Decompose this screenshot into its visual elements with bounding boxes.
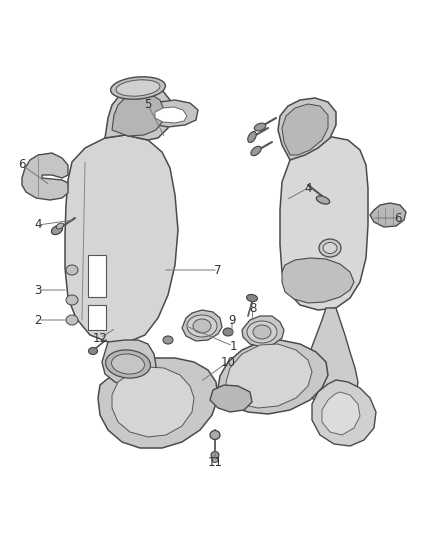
- Polygon shape: [308, 308, 358, 408]
- Polygon shape: [278, 98, 336, 160]
- Text: 2: 2: [34, 313, 42, 327]
- Ellipse shape: [116, 80, 160, 96]
- Ellipse shape: [88, 348, 98, 354]
- Text: 9: 9: [228, 313, 236, 327]
- Polygon shape: [155, 107, 187, 123]
- Text: 6: 6: [394, 212, 402, 224]
- Polygon shape: [210, 385, 252, 412]
- Ellipse shape: [212, 457, 218, 463]
- Bar: [88, 255, 106, 297]
- Ellipse shape: [66, 315, 78, 325]
- Polygon shape: [312, 380, 376, 446]
- Text: 10: 10: [221, 356, 236, 368]
- Polygon shape: [322, 392, 360, 435]
- Polygon shape: [22, 153, 68, 200]
- Ellipse shape: [323, 243, 337, 254]
- Text: 7: 7: [214, 263, 222, 277]
- Polygon shape: [112, 93, 164, 136]
- Polygon shape: [105, 86, 172, 140]
- Ellipse shape: [187, 315, 217, 337]
- Text: 8: 8: [249, 302, 257, 314]
- Polygon shape: [280, 137, 368, 310]
- Polygon shape: [98, 358, 218, 448]
- Text: 4: 4: [34, 219, 42, 231]
- Text: 12: 12: [92, 332, 107, 344]
- Ellipse shape: [253, 325, 271, 339]
- Ellipse shape: [66, 265, 78, 275]
- Text: 3: 3: [34, 284, 42, 296]
- Polygon shape: [282, 258, 354, 303]
- Bar: [88, 305, 106, 330]
- Text: 4: 4: [304, 182, 312, 195]
- Text: 6: 6: [18, 158, 26, 172]
- Ellipse shape: [163, 336, 173, 344]
- Ellipse shape: [248, 132, 256, 142]
- Polygon shape: [112, 367, 194, 437]
- Text: 11: 11: [208, 456, 223, 469]
- Text: 5: 5: [144, 99, 152, 111]
- Ellipse shape: [223, 328, 233, 336]
- Ellipse shape: [106, 350, 150, 378]
- Polygon shape: [102, 340, 156, 386]
- Polygon shape: [65, 135, 178, 342]
- Polygon shape: [182, 310, 222, 341]
- Ellipse shape: [211, 451, 219, 458]
- Ellipse shape: [316, 196, 330, 204]
- Polygon shape: [242, 316, 284, 347]
- Ellipse shape: [51, 225, 63, 235]
- Polygon shape: [370, 203, 406, 227]
- Ellipse shape: [254, 123, 266, 131]
- Polygon shape: [282, 104, 328, 155]
- Ellipse shape: [251, 146, 261, 156]
- Ellipse shape: [110, 77, 166, 99]
- Ellipse shape: [57, 223, 64, 229]
- Polygon shape: [226, 344, 312, 408]
- Text: 1: 1: [229, 340, 237, 352]
- Ellipse shape: [112, 354, 145, 374]
- Ellipse shape: [210, 431, 220, 440]
- Ellipse shape: [193, 319, 211, 333]
- Ellipse shape: [247, 321, 277, 343]
- Ellipse shape: [319, 239, 341, 257]
- Polygon shape: [145, 100, 198, 127]
- Ellipse shape: [66, 295, 78, 305]
- Polygon shape: [218, 340, 328, 414]
- Ellipse shape: [247, 294, 258, 302]
